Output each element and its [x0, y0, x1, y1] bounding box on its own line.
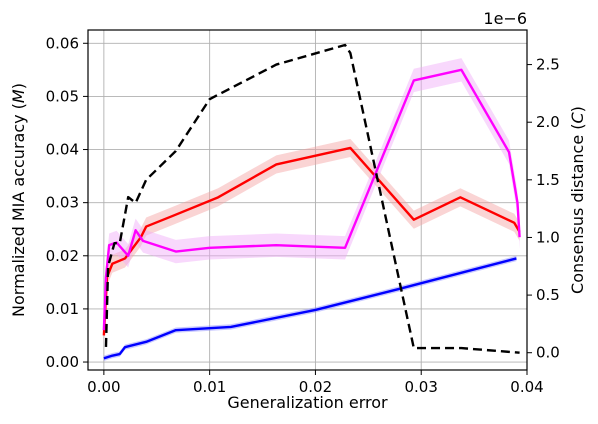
x-tick-label: 0.01	[193, 378, 226, 396]
y-left-axis-symbol: M	[9, 89, 28, 103]
y-right-tick-label: 1.0	[536, 228, 560, 246]
y-right-tick-label: 0.0	[536, 344, 560, 362]
y-right-tick-label: 0.5	[536, 286, 560, 304]
x-tick-label: 0.02	[299, 378, 332, 396]
x-axis-ticks: 0.00 0.01 0.02 0.03 0.04	[87, 370, 544, 396]
series-0-line	[103, 257, 517, 360]
x-tick-label: 0.00	[87, 378, 120, 396]
y-left-axis-label-text: Normalized MIA accuracy (	[9, 103, 28, 317]
y-right-axis-label-text: Consensus distance (	[568, 123, 587, 293]
y-left-tick-label: 0.05	[46, 87, 79, 105]
y-right-tick-label: 2.5	[536, 56, 560, 74]
y-left-tick-label: 0.01	[46, 300, 79, 318]
x-tick-label: 0.04	[510, 378, 543, 396]
x-tick-label: 0.03	[405, 378, 438, 396]
plot-frame	[87, 29, 528, 371]
y-right-axis-ticks: 0.0 0.5 1.0 1.5 2.0 2.5	[527, 56, 560, 362]
series-1-line	[102, 146, 521, 336]
series-2-line	[102, 68, 521, 331]
y-left-tick-label: 0.04	[46, 141, 79, 159]
y-right-tick-label: 1.5	[536, 171, 560, 189]
series-0-band	[103, 255, 517, 361]
confidence-bands	[103, 58, 520, 361]
y-left-tick-label: 0.03	[46, 194, 79, 212]
y-right-tick-label: 2.0	[536, 113, 560, 131]
y-left-tick-label: 0.02	[46, 247, 79, 265]
x-axis-label: Generalization error	[227, 393, 388, 412]
y-left-tick-label: 0.00	[46, 353, 79, 371]
series-3-line	[104, 43, 520, 354]
y-right-axis-symbol: C	[568, 111, 587, 123]
y-left-axis-label: Normalized MIA accuracy (M)	[9, 83, 28, 317]
y-left-tick-label: 0.06	[46, 34, 79, 52]
y-right-axis-label: Consensus distance (C)	[568, 106, 587, 294]
y-left-axis-ticks: 0.00 0.01 0.02 0.03 0.04 0.05 0.06	[46, 34, 88, 371]
series-lines	[102, 43, 521, 360]
y-left-axis-label-close: )	[9, 83, 28, 89]
y-right-axis-label-close: )	[568, 106, 587, 112]
right-axis-multiplier: 1e−6	[483, 9, 527, 28]
